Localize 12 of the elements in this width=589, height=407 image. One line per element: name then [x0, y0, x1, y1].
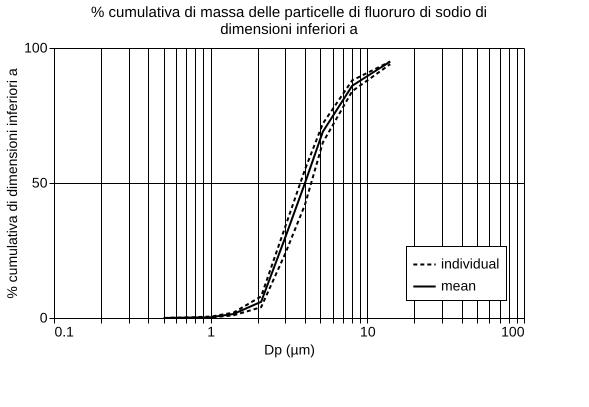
y-tick-label: 50	[32, 174, 48, 190]
x-axis-title: Dp (µm)	[264, 342, 315, 358]
x-tick-label: 100	[501, 324, 525, 340]
x-tick-label: 10	[360, 324, 376, 340]
y-tick-label: 100	[24, 40, 48, 56]
chart-title: % cumulativa di massa delle particelle di fluoruro di sodio di dimensioni inferiori a	[90, 4, 488, 38]
legend-label: individual	[441, 256, 500, 272]
x-tick-label: 1	[207, 324, 216, 340]
y-axis-title: % cumulativa di dimensioni inferiori a	[4, 68, 20, 299]
y-tick-label: 0	[40, 310, 48, 326]
legend-label: mean	[441, 278, 476, 294]
x-tick-label: 0.1	[54, 324, 74, 340]
